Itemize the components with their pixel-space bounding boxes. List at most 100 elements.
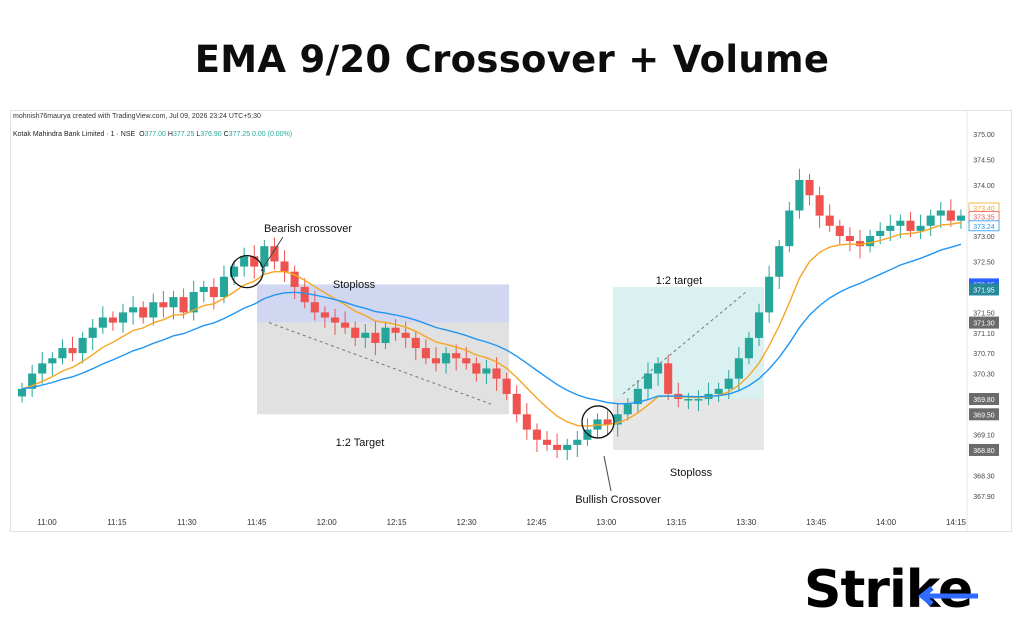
candle-body <box>775 246 784 277</box>
y-tick-label: 371.50 <box>973 310 995 317</box>
candle-body <box>553 444 562 450</box>
bearish-crossover-label: Bearish crossover <box>264 223 352 235</box>
price-badge-label: 369.50 <box>973 412 995 419</box>
candle-body <box>845 235 854 242</box>
candle-body <box>623 404 632 415</box>
bearish-arrow <box>260 236 284 272</box>
candle-body <box>219 276 229 298</box>
candle-body <box>209 286 218 298</box>
candle-body <box>290 271 299 287</box>
ema-badge-label: 373.24 <box>973 224 995 231</box>
brand-arrow-icon <box>917 586 978 606</box>
candle-body <box>926 215 935 226</box>
candle-body <box>118 312 128 323</box>
candle-body <box>108 317 117 323</box>
y-tick-label: 370.70 <box>973 351 995 358</box>
x-tick-label: 13:30 <box>736 518 757 527</box>
candle-body <box>805 179 814 196</box>
y-tick-label: 370.30 <box>973 372 995 379</box>
candle-body <box>876 230 885 236</box>
candle-body <box>936 210 945 216</box>
y-tick-label: 374.50 <box>973 158 995 165</box>
candle-body <box>886 225 895 231</box>
close-value: 377.25 <box>228 131 251 138</box>
candle-body <box>643 373 653 389</box>
symbol-label: Kotak Mahindra Bank Limited · 1 · NSE <box>13 131 136 138</box>
candle-body <box>956 215 965 221</box>
candle-body <box>189 292 198 313</box>
price-badge-label: 369.80 <box>973 397 995 404</box>
candle-body <box>472 363 481 374</box>
x-tick-label: 14:15 <box>946 518 967 527</box>
candle-body <box>371 332 380 343</box>
short-stoploss-label: Stoploss <box>333 279 376 291</box>
ema-short-line <box>21 221 962 427</box>
price-badge-label: 371.30 <box>973 321 995 328</box>
ohlc-header: Kotak Mahindra Bank Limited · 1 · NSE O3… <box>13 131 292 138</box>
long-stoploss-label: Stoploss <box>670 467 713 479</box>
candle-body <box>28 373 37 389</box>
price-chart[interactable]: Bearish crossover Stoploss 1:2 Target 1:2 t… <box>11 111 1011 531</box>
price-badge-label: 371.95 <box>973 287 995 294</box>
y-tick-label: 372.50 <box>973 259 995 266</box>
ema-badge-label: 373.35 <box>973 215 995 222</box>
x-tick-label: 12:00 <box>317 518 338 527</box>
candle-body <box>38 363 47 374</box>
candle-body <box>68 348 77 354</box>
y-tick-label: 374.00 <box>973 183 995 190</box>
candle-body <box>815 195 824 216</box>
candle-body <box>754 312 764 338</box>
candle-body <box>896 220 905 226</box>
candle-body <box>78 337 87 354</box>
candle-body <box>633 388 642 405</box>
y-tick-label: 373.00 <box>973 234 995 241</box>
low-value: 376.90 <box>200 131 222 138</box>
x-tick-label: 13:00 <box>596 518 617 527</box>
candle-body <box>603 419 612 425</box>
candle-body <box>391 327 400 333</box>
long-target-label: 1:2 target <box>656 275 702 287</box>
price-badge <box>969 393 999 406</box>
candle-body <box>250 256 259 267</box>
price-badge <box>969 443 999 456</box>
candle-body <box>169 297 178 308</box>
candle-body <box>724 378 733 389</box>
candle-body <box>442 353 451 364</box>
chart-credit: mohnish76maurya created with TradingView… <box>13 113 261 120</box>
candle-body <box>502 378 511 394</box>
candle-body <box>664 363 673 394</box>
price-badge-label: 368.80 <box>973 448 995 455</box>
y-tick-label: 368.30 <box>973 473 995 480</box>
o-label: O <box>139 131 145 138</box>
x-tick-label: 11:15 <box>107 518 127 527</box>
zone-short-stoploss <box>257 284 509 323</box>
y-tick-label: 367.90 <box>973 494 995 501</box>
x-tick-label: 12:30 <box>457 518 478 527</box>
open-value: 377.00 <box>144 131 166 138</box>
candle-body <box>199 286 208 293</box>
candle-body <box>270 246 279 262</box>
bullish-crossover-circle <box>581 405 615 439</box>
ema-long-line <box>21 243 962 405</box>
candle-body <box>654 363 663 374</box>
bullish-arrow <box>603 455 612 492</box>
candle-body <box>462 358 471 364</box>
candle-body <box>734 358 743 379</box>
candle-body <box>149 302 158 318</box>
x-tick-label: 13:45 <box>806 518 827 527</box>
ema-badge-label: 373.40 <box>973 206 995 213</box>
candle-body <box>401 332 410 338</box>
y-tick-label: 369.10 <box>973 433 995 440</box>
price-badge <box>969 283 999 296</box>
candle-body <box>98 317 107 328</box>
candle-body <box>431 358 441 364</box>
candle-body <box>280 261 289 272</box>
bullish-crossover-label: Bullish Crossover <box>575 494 661 506</box>
candle-body <box>330 317 340 323</box>
candle-body <box>613 414 622 425</box>
candle-body <box>421 348 430 359</box>
candle-body <box>835 225 844 236</box>
short-target-label: 1:2 Target <box>336 437 385 449</box>
candle-body <box>240 256 249 267</box>
candle-body <box>765 276 774 313</box>
